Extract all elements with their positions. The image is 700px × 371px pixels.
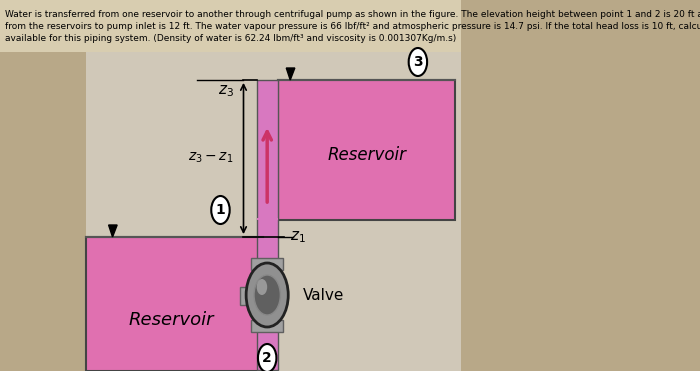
Text: 1: 1 xyxy=(216,203,225,217)
FancyBboxPatch shape xyxy=(251,320,283,332)
Text: available for this piping system. (Density of water is 62.24 lbm/ft³ and viscosi: available for this piping system. (Densi… xyxy=(6,34,456,43)
Circle shape xyxy=(409,48,427,76)
Polygon shape xyxy=(108,225,117,237)
FancyBboxPatch shape xyxy=(85,52,461,371)
Circle shape xyxy=(258,344,276,371)
Circle shape xyxy=(257,279,267,295)
FancyBboxPatch shape xyxy=(240,287,252,305)
Polygon shape xyxy=(286,68,295,80)
FancyBboxPatch shape xyxy=(85,237,260,371)
Text: Reservoir: Reservoir xyxy=(327,146,406,164)
FancyBboxPatch shape xyxy=(257,80,278,370)
Text: 3: 3 xyxy=(413,55,423,69)
Text: $z_1$: $z_1$ xyxy=(290,229,305,245)
Text: 2: 2 xyxy=(262,351,272,365)
Text: Reservoir: Reservoir xyxy=(128,311,214,329)
Text: $z_3$: $z_3$ xyxy=(218,83,234,99)
FancyBboxPatch shape xyxy=(251,258,283,270)
Text: Water is transferred from one reservoir to another through centrifugal pump as s: Water is transferred from one reservoir … xyxy=(6,10,700,19)
FancyBboxPatch shape xyxy=(257,218,278,220)
Text: from the reservoirs to pump inlet is 12 ft. The water vapour pressure is 66 lbf/: from the reservoirs to pump inlet is 12 … xyxy=(6,22,700,31)
Text: $z_3-z_1$: $z_3-z_1$ xyxy=(188,151,233,165)
Circle shape xyxy=(254,275,281,315)
FancyBboxPatch shape xyxy=(278,80,456,220)
FancyBboxPatch shape xyxy=(0,0,461,52)
Circle shape xyxy=(211,196,230,224)
Circle shape xyxy=(246,263,288,327)
Text: Valve: Valve xyxy=(302,288,344,302)
